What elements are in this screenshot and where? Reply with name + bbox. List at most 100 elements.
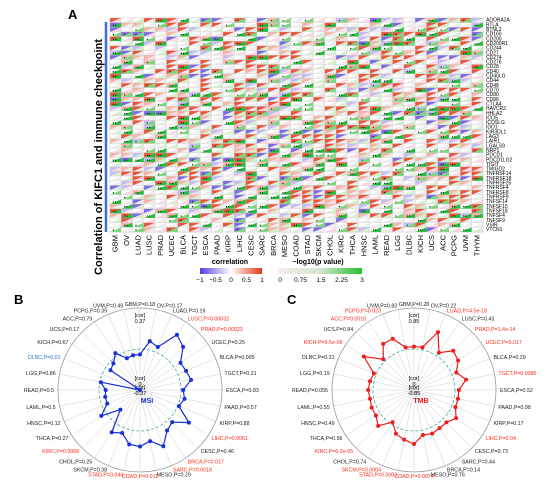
heatmap-cell-p bbox=[256, 199, 269, 205]
heatmap-sig-dot bbox=[408, 150, 411, 152]
heatmap-sig-dot bbox=[476, 66, 478, 68]
heatmap-cell-cor bbox=[381, 45, 393, 51]
heatmap-sig-dot bbox=[148, 154, 151, 157]
heatmap-cell-cor bbox=[392, 55, 404, 60]
heatmap-sig-dot bbox=[395, 29, 397, 31]
heatmap-cell-cor bbox=[460, 227, 472, 232]
heatmap-cell-p bbox=[403, 152, 416, 158]
heatmap-sig-dot bbox=[431, 108, 433, 110]
heatmap-cell-cor bbox=[166, 138, 178, 144]
heatmap-cell-p bbox=[290, 166, 303, 172]
heatmap-sig-dot bbox=[282, 220, 284, 222]
heatmap-cell-cor bbox=[166, 222, 178, 228]
heatmap-cell-cor bbox=[392, 18, 404, 23]
heatmap-cell-p bbox=[177, 41, 190, 46]
heatmap-sig-dot bbox=[271, 80, 273, 82]
heatmap-cell-p bbox=[121, 36, 133, 42]
heatmap-cell-p bbox=[460, 22, 472, 28]
heatmap-sig-dot bbox=[451, 80, 454, 82]
heatmap-cell-p bbox=[460, 218, 472, 223]
heatmap-sig-dot bbox=[327, 122, 329, 124]
heatmap-cell-p bbox=[132, 199, 144, 205]
heatmap-cell-p bbox=[200, 194, 212, 200]
heatmap-cell-cor bbox=[313, 73, 325, 79]
heatmap-cell-p bbox=[110, 185, 122, 191]
heatmap-sig-dot bbox=[169, 229, 171, 231]
heatmap-cell-cor bbox=[166, 69, 178, 74]
heatmap-cell-p bbox=[223, 73, 235, 79]
heatmap-cell-p bbox=[437, 83, 450, 88]
heatmap-cell-cor bbox=[121, 176, 133, 181]
heatmap-sig-dot bbox=[137, 75, 139, 77]
heatmap-sig-dot bbox=[327, 89, 329, 91]
heatmap-cell-cor bbox=[211, 171, 224, 177]
heatmap-cell-cor bbox=[143, 180, 156, 186]
heatmap-cell-p bbox=[234, 64, 246, 70]
heatmap-cell-p bbox=[415, 31, 427, 37]
heatmap-cell-cor bbox=[121, 18, 133, 23]
heatmap-sig-dot bbox=[463, 136, 465, 138]
heatmap-cell-cor bbox=[143, 171, 156, 177]
heatmap-cell-p bbox=[211, 204, 224, 209]
heatmap-cell-p bbox=[200, 22, 212, 28]
heatmap-sig-dot bbox=[350, 47, 352, 50]
heatmap-cell-cor bbox=[155, 101, 167, 107]
heatmap-cell-cor bbox=[313, 185, 325, 191]
heatmap-cell-p bbox=[392, 92, 404, 98]
heatmap-cell-p bbox=[426, 194, 438, 200]
heatmap-cell-p bbox=[415, 157, 427, 163]
heatmap-cell-cor bbox=[189, 83, 201, 88]
heatmap-cell-cor bbox=[392, 180, 404, 186]
heatmap-cell-cor bbox=[336, 134, 348, 139]
heatmap-cell-cor bbox=[155, 213, 167, 219]
heatmap-cell-p bbox=[200, 120, 212, 125]
heatmap-cell-cor bbox=[256, 199, 269, 205]
heatmap-cell-p bbox=[324, 204, 337, 209]
heatmap-sig-dot bbox=[329, 192, 332, 194]
heatmap-cell-p bbox=[369, 157, 382, 163]
heatmap-cell-cor bbox=[460, 218, 472, 223]
heatmap-cell-cor bbox=[268, 106, 280, 112]
radar-point bbox=[444, 420, 449, 425]
heatmap-cell-p bbox=[471, 36, 483, 42]
heatmap-sig-dot bbox=[350, 61, 352, 64]
heatmap-legend: correlation −log10(p value) −1 −0.5 0 0.5 1 0… bbox=[196, 259, 364, 284]
heatmap-cell-p bbox=[381, 199, 393, 205]
heatmap-cell-p bbox=[358, 185, 370, 191]
heatmap-cell-cor bbox=[460, 59, 472, 65]
heatmap-sig-dot bbox=[429, 71, 431, 73]
heatmap-sig-dot bbox=[228, 206, 230, 208]
heatmap-cell-cor bbox=[426, 157, 438, 163]
heatmap-cell-cor bbox=[426, 143, 438, 149]
heatmap-cell-p bbox=[234, 148, 246, 153]
radar-title: MSI bbox=[141, 398, 154, 405]
heatmap-cell-p bbox=[381, 36, 393, 42]
heatmap-sig-dot bbox=[295, 224, 298, 226]
heatmap-sig-dot bbox=[248, 206, 250, 208]
radar-point bbox=[368, 396, 373, 401]
heatmap-cell-p bbox=[369, 166, 382, 172]
heatmap-sig-dot bbox=[216, 136, 218, 138]
heatmap-cell-cor bbox=[460, 27, 472, 32]
heatmap-cell-cor bbox=[415, 27, 427, 32]
heatmap-cell-p bbox=[347, 115, 359, 121]
heatmap-cell-cor bbox=[313, 27, 325, 32]
heatmap-cell-p bbox=[245, 148, 257, 153]
heatmap-cell-p bbox=[256, 64, 269, 70]
heatmap-cell-cor bbox=[189, 208, 201, 214]
heatmap-cell-p bbox=[200, 134, 212, 139]
heatmap-cell-p bbox=[143, 204, 156, 209]
heatmap-cell-p bbox=[223, 18, 235, 23]
heatmap-cell-cor bbox=[223, 162, 235, 167]
heatmap-sig-dot bbox=[329, 47, 332, 50]
heatmap-cell-cor bbox=[302, 45, 314, 51]
heatmap-sig-dot bbox=[372, 80, 374, 82]
heatmap-cell-p bbox=[403, 83, 416, 88]
heatmap-cell-cor bbox=[268, 18, 280, 23]
heatmap-sig-dot bbox=[451, 108, 454, 110]
heatmap-cell-cor bbox=[426, 36, 438, 42]
heatmap-cell-p bbox=[313, 101, 325, 107]
heatmap-cell-cor bbox=[381, 111, 393, 116]
heatmap-cell-p bbox=[279, 27, 291, 32]
heatmap-cell-cor bbox=[449, 18, 461, 23]
